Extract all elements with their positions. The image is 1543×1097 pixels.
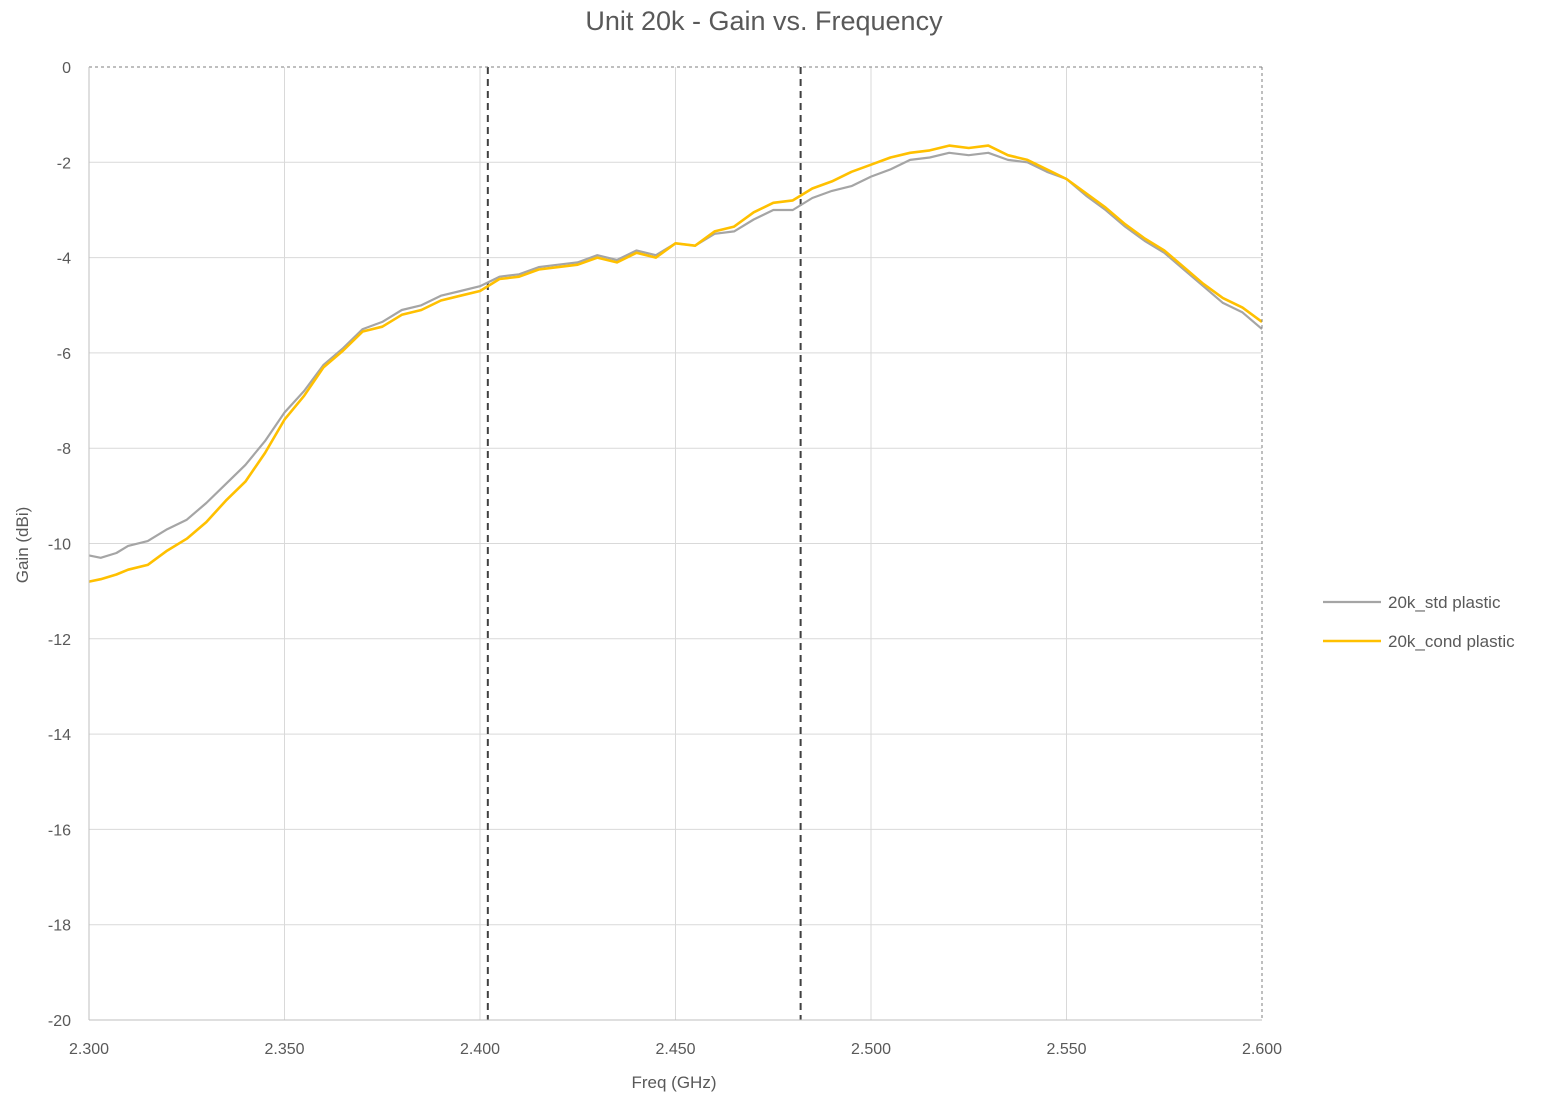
x-tick-label: 2.300 — [69, 1041, 109, 1058]
y-tick-label: -10 — [48, 537, 71, 554]
legend: 20k_std plastic 20k_cond plastic — [1323, 593, 1515, 651]
y-tick-label: -18 — [48, 918, 71, 935]
y-tick-label: -8 — [57, 441, 71, 458]
x-tick-label: 2.550 — [1046, 1041, 1086, 1058]
series-line-cond-plastic — [88, 144, 1263, 583]
y-tick-label: -20 — [48, 1013, 71, 1030]
legend-label: 20k_cond plastic — [1388, 632, 1515, 651]
legend-label: 20k_std plastic — [1388, 593, 1501, 612]
y-tick-label: -2 — [57, 155, 71, 172]
chart-title: Unit 20k - Gain vs. Frequency — [585, 6, 943, 36]
tick-labels: 0 -2 -4 -6 -8 -10 -12 -14 -16 -18 -20 2.300 2.350 2.4… — [48, 60, 1282, 1058]
band-marker-lines — [486, 67, 802, 1020]
x-tick-label: 2.450 — [655, 1041, 695, 1058]
y-tick-label: -12 — [48, 632, 71, 649]
y-axis-label: Gain (dBi) — [13, 507, 32, 584]
x-tick-label: 2.600 — [1242, 1041, 1282, 1058]
grid-lines — [89, 67, 1262, 1021]
y-tick-label: -16 — [48, 822, 71, 839]
x-axis-label: Freq (GHz) — [632, 1073, 717, 1092]
y-tick-label: -14 — [48, 727, 71, 744]
y-tick-label: 0 — [62, 60, 71, 77]
x-tick-label: 2.350 — [264, 1041, 304, 1058]
y-tick-label: -4 — [57, 251, 71, 268]
x-tick-label: 2.400 — [460, 1041, 500, 1058]
series-lines — [88, 144, 1263, 583]
y-tick-label: -6 — [57, 346, 71, 363]
x-tick-label: 2.500 — [851, 1041, 891, 1058]
axes — [88, 66, 1263, 1021]
